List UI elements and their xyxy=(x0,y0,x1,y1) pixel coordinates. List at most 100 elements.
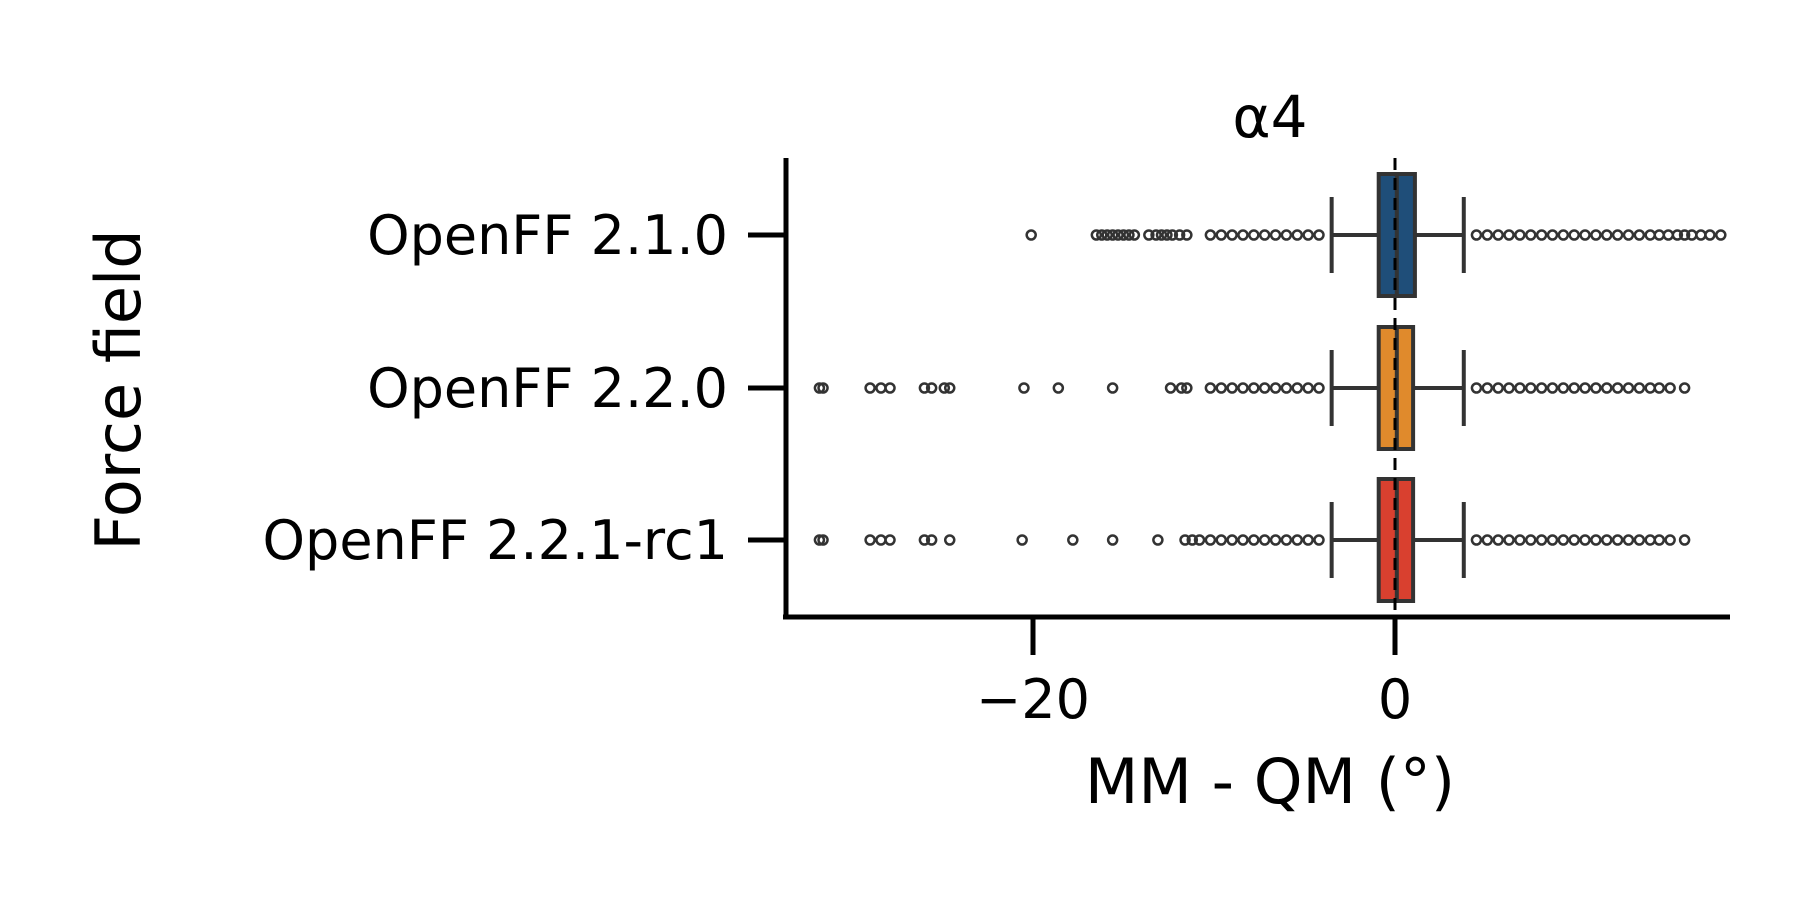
outlier-point xyxy=(1016,534,1028,546)
x-axis-title: MM - QM (°) xyxy=(1085,745,1455,818)
outlier-point xyxy=(817,534,829,546)
outlier-point xyxy=(1622,382,1635,394)
outlier-point xyxy=(1143,229,1155,241)
outlier-point xyxy=(1204,382,1217,394)
outlier-point xyxy=(1535,534,1548,546)
outlier-point xyxy=(1470,534,1483,546)
outlier-point xyxy=(1018,382,1030,394)
outlier-point xyxy=(1470,229,1483,241)
outlier-point xyxy=(1128,229,1141,241)
outlier-point xyxy=(1248,382,1260,394)
outlier-point xyxy=(1291,229,1304,241)
outlier-point xyxy=(1248,534,1260,546)
outlier-point xyxy=(884,382,896,394)
y-tick-label: OpenFF 2.2.1-rc1 xyxy=(263,509,728,572)
outlier-point xyxy=(1601,382,1613,394)
outlier-point xyxy=(1644,229,1656,241)
outlier-point xyxy=(1633,382,1646,394)
outlier-point xyxy=(1579,382,1591,394)
outlier-point xyxy=(875,534,887,546)
outlier-point xyxy=(1150,229,1162,241)
outlier-point xyxy=(1492,229,1504,241)
outlier-point xyxy=(1546,534,1559,546)
outlier-point xyxy=(1179,534,1191,546)
outlier-point xyxy=(1302,382,1314,394)
outlier-point xyxy=(1590,534,1602,546)
outlier-point xyxy=(1481,382,1494,394)
outlier-point xyxy=(1186,534,1199,546)
outlier-point xyxy=(1557,534,1570,546)
y-ticks: OpenFF 2.1.0 OpenFF 2.2.0 OpenFF 2.2.1-rc1 xyxy=(263,204,786,572)
outlier-point xyxy=(1025,229,1037,241)
outlier-point xyxy=(1503,229,1515,241)
outlier-point xyxy=(1258,229,1271,241)
outlier-point xyxy=(1622,229,1635,241)
outlier-point xyxy=(1653,229,1666,241)
outlier-point xyxy=(1644,382,1656,394)
outlier-point xyxy=(1611,382,1624,394)
x-ticks: −20 0 xyxy=(976,617,1412,731)
outlier-point xyxy=(1291,534,1304,546)
outlier-point xyxy=(1470,382,1483,394)
outlier-point xyxy=(1557,229,1570,241)
outlier-point xyxy=(925,534,938,546)
outlier-point xyxy=(864,534,876,546)
outlier-point xyxy=(1175,382,1188,394)
outlier-point xyxy=(1215,534,1227,546)
outlier-point xyxy=(1258,382,1271,394)
outlier-point xyxy=(1106,534,1119,546)
outlier-point xyxy=(1492,382,1504,394)
outlier-point xyxy=(1601,534,1613,546)
outlier-point xyxy=(1503,382,1515,394)
outlier-point xyxy=(1662,229,1675,241)
outlier-point xyxy=(1280,229,1293,241)
outlier-point xyxy=(1123,229,1135,241)
y-tick-label: OpenFF 2.2.0 xyxy=(367,357,728,420)
outlier-point xyxy=(1633,229,1646,241)
outlier-point xyxy=(1590,382,1602,394)
outlier-point xyxy=(1579,534,1591,546)
outlier-point xyxy=(1258,534,1271,546)
y-tick-label: OpenFF 2.1.0 xyxy=(367,204,728,267)
outlier-point xyxy=(1546,229,1559,241)
outlier-point xyxy=(1096,229,1108,241)
outlier-point xyxy=(1313,229,1325,241)
outlier-point xyxy=(943,534,956,546)
outlier-point xyxy=(1525,534,1537,546)
outlier-point xyxy=(1492,534,1504,546)
outlier-point xyxy=(1481,229,1494,241)
outlier-point xyxy=(1161,229,1173,241)
outlier-point xyxy=(1112,229,1124,241)
outlier-point xyxy=(1090,229,1103,241)
outlier-point xyxy=(1611,229,1624,241)
outlier-point xyxy=(1204,229,1217,241)
outlier-point xyxy=(1237,229,1249,241)
box-group xyxy=(1025,172,1727,298)
outlier-point xyxy=(1226,229,1238,241)
outlier-point xyxy=(1237,382,1249,394)
outlier-point xyxy=(1715,229,1727,241)
outlier-point xyxy=(1215,382,1227,394)
outlier-point xyxy=(1514,534,1526,546)
outlier-point xyxy=(1204,534,1217,546)
outlier-point xyxy=(1302,229,1314,241)
y-axis-title: Force field xyxy=(82,229,155,550)
outlier-point xyxy=(918,382,931,394)
outlier-point xyxy=(1166,229,1179,241)
outlier-point xyxy=(1622,534,1635,546)
outlier-point xyxy=(1106,382,1119,394)
outlier-point xyxy=(1152,534,1164,546)
outlier-point xyxy=(1503,534,1515,546)
outlier-point xyxy=(1535,382,1548,394)
x-tick-label: 0 xyxy=(1378,668,1412,731)
outlier-point xyxy=(1164,382,1177,394)
outlier-point xyxy=(1481,534,1494,546)
outlier-point xyxy=(1215,229,1227,241)
chart-title: α4 xyxy=(1232,83,1307,151)
outlier-point xyxy=(938,382,951,394)
outlier-point xyxy=(1644,534,1656,546)
outlier-point xyxy=(1302,534,1314,546)
x-tick-label: −20 xyxy=(976,668,1090,731)
outlier-point xyxy=(1579,229,1591,241)
outlier-point xyxy=(1117,229,1130,241)
